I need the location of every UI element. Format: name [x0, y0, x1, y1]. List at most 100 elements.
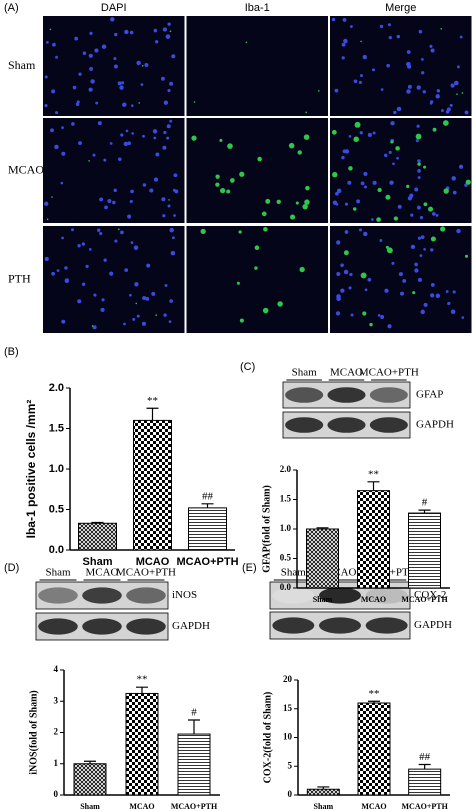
x-tick-label: MCAO: [361, 595, 386, 604]
cell-dot: [113, 64, 118, 69]
y-tick-label: 10: [283, 732, 293, 742]
bar: [78, 522, 117, 551]
cell-dot: [226, 189, 231, 194]
cell-dot: [396, 34, 401, 39]
cell-dot: [61, 236, 64, 240]
x-tick-label: MCAO: [129, 802, 154, 811]
cell-dot: [110, 17, 115, 22]
cell-dot: [229, 178, 235, 183]
cell-dot: [416, 85, 421, 90]
cell-dot: [440, 109, 444, 113]
cell-dot: [440, 226, 446, 232]
cell-dot: [336, 240, 341, 245]
cell-dot: [350, 313, 354, 317]
micrograph: [43, 226, 185, 333]
cell-dot: [393, 110, 397, 115]
cell-dot: [169, 30, 172, 33]
cell-dot: [445, 290, 449, 293]
y-tick-label: 1.5: [49, 422, 64, 434]
x-tick-label: MCAO: [136, 556, 170, 568]
cell-dot: [377, 314, 381, 317]
cell-dot: [343, 38, 348, 44]
cell-dot: [119, 85, 124, 90]
micrograph: [330, 226, 472, 333]
cell-dot: [239, 171, 245, 177]
y-tick-label: 0: [288, 789, 293, 799]
cell-dot: [118, 157, 122, 162]
cell-dot: [348, 134, 352, 138]
cell-dot: [103, 158, 107, 162]
cell-dot: [173, 173, 178, 178]
cell-dot: [109, 142, 113, 145]
cell-dot: [153, 136, 157, 140]
cell-dot: [153, 177, 159, 182]
cell-dot: [385, 194, 391, 200]
cell-dot: [302, 203, 308, 210]
cell-dot: [318, 90, 320, 92]
cell-dot: [44, 75, 48, 79]
cell-dot: [350, 25, 353, 28]
error-bar: [418, 509, 431, 514]
bar: [408, 512, 441, 589]
cell-dot: [61, 319, 66, 324]
lane-label: Sham: [45, 567, 71, 579]
blot-band: [126, 587, 166, 604]
cell-dot: [430, 293, 435, 298]
cell-dot: [169, 81, 174, 86]
cell-dot: [442, 120, 449, 126]
cell-dot: [162, 145, 167, 150]
y-tick-label: 2.0: [280, 464, 292, 474]
cell-dot: [445, 110, 450, 114]
cell-dot: [452, 290, 456, 294]
x-tick-label: Sham: [313, 595, 333, 604]
y-tick-label: 15: [283, 703, 293, 713]
cell-dot: [165, 34, 171, 39]
cell-dot: [144, 63, 149, 67]
cell-dot: [402, 279, 407, 283]
cell-dot: [101, 44, 107, 49]
y-tick-label: 1.0: [49, 463, 64, 475]
panel-label: (D): [4, 562, 19, 574]
cell-dot: [421, 71, 425, 75]
cell-dot: [450, 83, 455, 88]
cell-dot: [304, 199, 310, 205]
cell-dot: [336, 272, 341, 277]
error-bar: [136, 686, 148, 694]
x-tick-label: Sham: [80, 802, 100, 811]
cell-dot: [95, 101, 99, 105]
cell-dot: [417, 159, 421, 163]
cell-dot: [372, 180, 377, 185]
cell-dot: [94, 48, 99, 53]
y-axis-label: iNOS(fold of Sham): [28, 690, 39, 774]
cell-dot: [417, 176, 421, 179]
bar: [357, 702, 391, 796]
cell-dot: [135, 302, 138, 305]
bar: [125, 692, 159, 796]
cell-dot: [341, 155, 345, 160]
cell-dot: [129, 293, 132, 297]
error-bar: [146, 407, 159, 421]
cell-dot: [133, 245, 139, 251]
cell-dot: [254, 245, 260, 251]
x-tick-label: MCAO+PTH: [401, 595, 448, 604]
cell-dot: [369, 322, 373, 327]
cell-dot: [142, 296, 147, 300]
cell-dot: [136, 314, 140, 318]
column-label: Merge: [385, 2, 416, 14]
cell-dot: [416, 205, 421, 210]
cell-dot: [335, 311, 341, 316]
cell-dot: [332, 200, 338, 205]
blot-band: [369, 387, 408, 403]
cell-dot: [443, 188, 449, 194]
micrograph: [186, 226, 328, 333]
cell-dot: [363, 231, 368, 237]
lane-label: Sham: [281, 567, 307, 579]
cell-dot: [88, 160, 90, 162]
cell-dot: [461, 92, 464, 94]
cell-dot: [245, 41, 248, 44]
cell-dot: [89, 31, 93, 35]
cell-dot: [163, 130, 167, 135]
significance-label: #: [422, 497, 428, 509]
blot-band: [82, 587, 122, 604]
cell-dot: [353, 136, 359, 143]
